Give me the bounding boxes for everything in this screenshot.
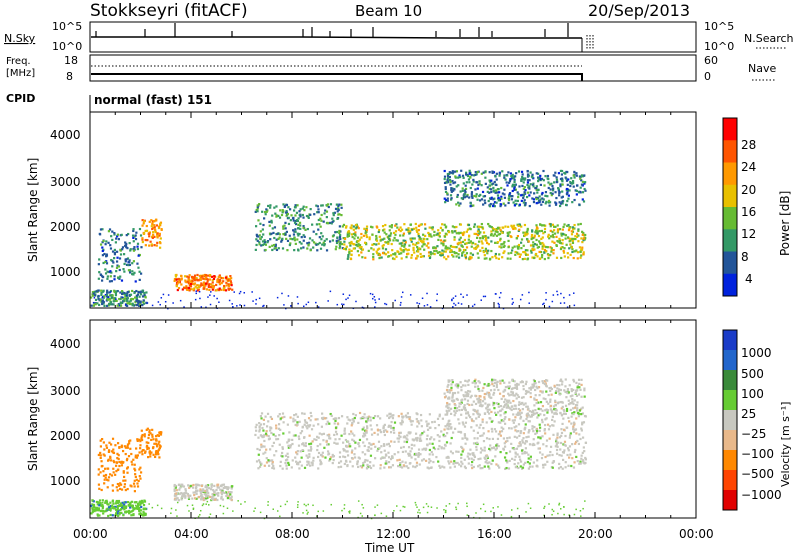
power-panel: Slant Range [km] 4000 3000 2000 1000 [26,111,697,310]
freq-panel: Freq. [MHz] 18 8 60 0 Nave [6,54,776,83]
nave-label: Nave [748,62,776,75]
xaxis-label: Time UT [364,541,415,554]
freq-label: Freq. [6,56,31,67]
velocity-panel: Slant Range [km] 4000 3000 2000 1000 [26,319,697,520]
nsky-line [91,36,582,39]
vel-cb-neg100: −100 [741,447,774,461]
power-cb-8: 8 [741,250,749,264]
velocity-ticks [89,320,697,518]
beam-title: Beam 10 [355,2,422,20]
power-colorbar: 28 24 20 16 12 8 4 Power [dB] [722,117,792,297]
velocity-colorbar-frame [722,329,738,511]
xtick-0800: 08:00 [275,527,310,541]
power-data-cells [90,169,587,310]
freq-frame [89,54,697,82]
freq-trace [91,73,583,81]
x-axis: 00:00 04:00 08:00 12:00 16:00 20:00 00:0… [73,527,714,554]
xtick-1200: 12:00 [376,527,411,541]
nsky-label: N.Sky [4,32,36,45]
vel-cb-25: 25 [741,407,756,421]
xtick-1600: 16:00 [477,527,512,541]
vel-cb-neg500: −500 [741,467,774,481]
nave-tick-bottom: 0 [704,70,711,83]
power-cb-24: 24 [741,160,756,174]
vel-ytick-4000: 4000 [50,337,81,351]
nsky-tick-bottom: 10^0 [52,40,82,53]
power-cb-20: 20 [741,183,756,197]
cpid-label: CPID [6,92,35,105]
nsky-spikes [95,23,569,37]
vel-cb-1000: 1000 [741,346,772,360]
freq-tick-bottom: 8 [66,70,73,83]
vel-cb-500: 500 [741,367,764,381]
power-cb-4: 4 [745,272,753,286]
xtick-0000: 00:00 [73,527,108,541]
date-title: 20/Sep/2013 [588,1,690,20]
velocity-colorbar-label: Velocity [m s⁻¹] [779,402,792,487]
freq-unit: [MHz] [6,68,35,79]
nave-tick-top: 60 [704,54,718,67]
power-ytick-3000: 3000 [50,175,81,189]
power-colorbar-label: Power [dB] [778,191,792,256]
power-ytick-4000: 4000 [50,128,81,142]
power-ylabel: Slant Range [km] [26,158,40,262]
xtick-0400: 04:00 [174,527,209,541]
nsky-tick-top: 10^5 [52,20,82,33]
station-title: Stokkseyri (fitACF) [90,1,248,21]
vel-cb-neg1000: −1000 [741,488,782,502]
vel-cb-100: 100 [741,387,764,401]
velocity-data-cells [90,378,588,520]
power-colorbar-swatches [723,118,737,297]
power-colorbar-frame [722,117,738,297]
power-ytick-2000: 2000 [50,220,81,234]
power-cb-12: 12 [741,227,756,241]
power-ytick-1000: 1000 [50,265,81,279]
nsky-panel: N.Sky 10^5 10^0 10^5 10^0 N.Search [4,20,794,53]
xtick-2000: 20:00 [578,527,613,541]
nsearch-label: N.Search [744,32,794,45]
vel-cb-neg25: −25 [741,427,766,441]
nsearch-tick-bottom: 10^0 [704,40,734,53]
freq-tick-top: 18 [64,54,78,67]
vel-ytick-1000: 1000 [50,474,81,488]
xtick-2400: 00:00 [679,527,714,541]
nsearch-trace [586,35,594,50]
nsearch-tick-top: 10^5 [704,20,734,33]
power-cb-16: 16 [741,205,756,219]
velocity-colorbar: 1000 500 100 25 −25 −100 −500 −1000 Velo… [722,329,792,511]
power-cb-28: 28 [741,138,756,152]
velocity-ylabel: Slant Range [km] [26,367,40,471]
vel-ytick-3000: 3000 [50,384,81,398]
power-ticks [89,112,697,308]
cpid-text: normal (fast) 151 [94,93,212,107]
nsky-frame [89,21,697,53]
vel-ytick-2000: 2000 [50,429,81,443]
velocity-colorbar-swatches [723,330,737,511]
